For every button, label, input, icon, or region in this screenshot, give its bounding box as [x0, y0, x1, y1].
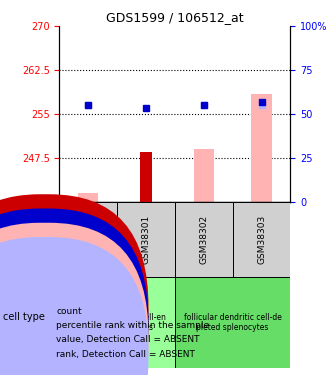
- Text: GSM38301: GSM38301: [142, 215, 150, 264]
- Bar: [251, 94, 272, 202]
- Text: GSM38303: GSM38303: [257, 215, 266, 264]
- Bar: [78, 193, 98, 202]
- FancyBboxPatch shape: [175, 202, 233, 277]
- Text: percentile rank within the sample: percentile rank within the sample: [56, 321, 209, 330]
- Text: GSM38302: GSM38302: [199, 215, 208, 264]
- FancyBboxPatch shape: [59, 277, 175, 368]
- Text: follicular dendritic cell-de
pleted splenocytes: follicular dendritic cell-de pleted sple…: [184, 313, 281, 332]
- Text: rank, Detection Call = ABSENT: rank, Detection Call = ABSENT: [56, 350, 195, 358]
- FancyBboxPatch shape: [117, 202, 175, 277]
- Text: follicular dendritic cell-en
riched splenocytes: follicular dendritic cell-en riched sple…: [68, 313, 166, 332]
- Text: cell type: cell type: [3, 312, 45, 322]
- Text: value, Detection Call = ABSENT: value, Detection Call = ABSENT: [56, 335, 200, 344]
- Bar: [140, 152, 152, 202]
- Bar: [194, 149, 214, 202]
- FancyBboxPatch shape: [233, 202, 290, 277]
- FancyBboxPatch shape: [175, 277, 290, 368]
- FancyBboxPatch shape: [59, 202, 117, 277]
- Text: count: count: [56, 307, 82, 316]
- Title: GDS1599 / 106512_at: GDS1599 / 106512_at: [106, 11, 244, 24]
- Text: GSM38300: GSM38300: [84, 215, 93, 264]
